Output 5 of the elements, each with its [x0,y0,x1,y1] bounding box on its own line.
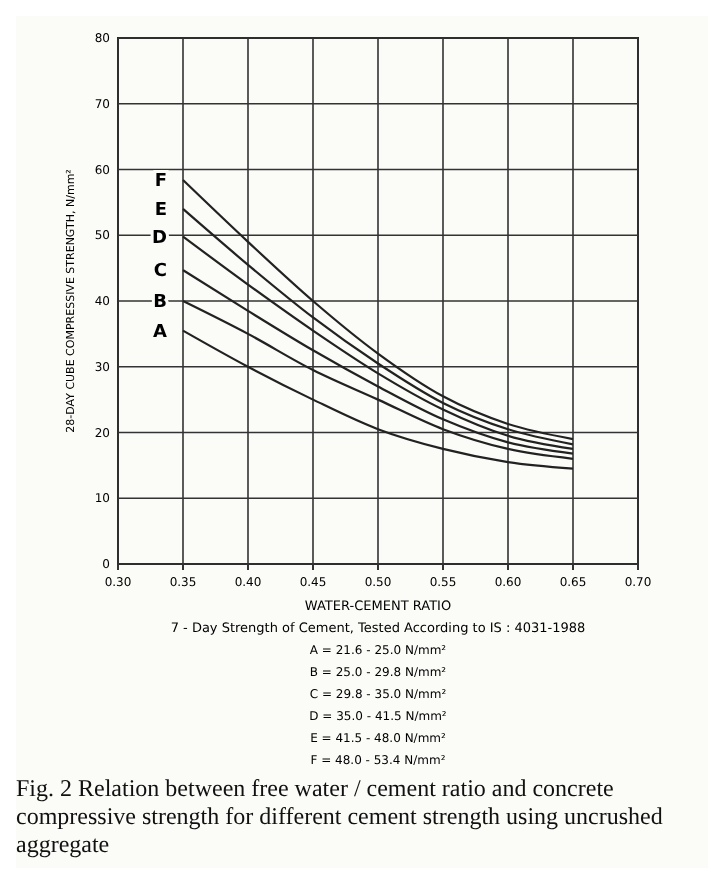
series-label: E [154,200,167,221]
series-label: C [153,262,168,283]
caption: Fig. 2 Relation between free water / cement ratio and concrete compressive strength for different cement strength using uncrushed aggregate [16,774,665,858]
series-label: A [153,322,168,343]
series-label: F [154,172,167,193]
